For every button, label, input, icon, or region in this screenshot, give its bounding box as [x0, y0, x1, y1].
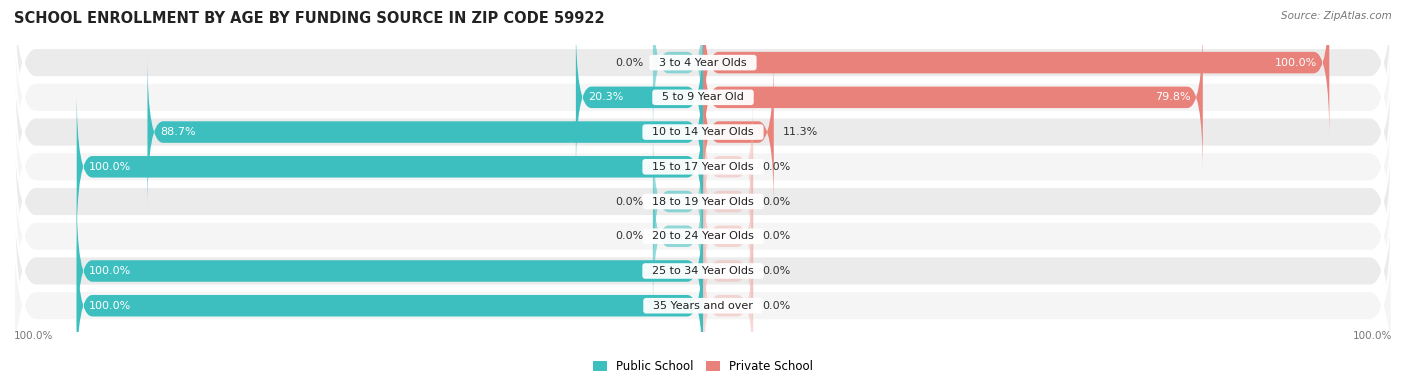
Text: 35 Years and over: 35 Years and over — [647, 301, 759, 311]
FancyBboxPatch shape — [14, 0, 1392, 170]
Text: 5 to 9 Year Old: 5 to 9 Year Old — [655, 92, 751, 102]
Text: 100.0%: 100.0% — [1274, 58, 1317, 67]
FancyBboxPatch shape — [652, 160, 703, 312]
Text: 79.8%: 79.8% — [1154, 92, 1191, 102]
Text: 20.3%: 20.3% — [588, 92, 624, 102]
Text: 18 to 19 Year Olds: 18 to 19 Year Olds — [645, 196, 761, 207]
Text: 0.0%: 0.0% — [762, 266, 790, 276]
FancyBboxPatch shape — [652, 126, 703, 277]
FancyBboxPatch shape — [652, 0, 703, 139]
Text: 15 to 17 Year Olds: 15 to 17 Year Olds — [645, 162, 761, 172]
FancyBboxPatch shape — [14, 199, 1392, 377]
FancyBboxPatch shape — [14, 25, 1392, 239]
Text: Source: ZipAtlas.com: Source: ZipAtlas.com — [1281, 11, 1392, 21]
FancyBboxPatch shape — [703, 91, 754, 243]
FancyBboxPatch shape — [703, 56, 773, 208]
FancyBboxPatch shape — [14, 0, 1392, 204]
Text: 0.0%: 0.0% — [762, 301, 790, 311]
FancyBboxPatch shape — [14, 60, 1392, 274]
Text: 88.7%: 88.7% — [160, 127, 195, 137]
Text: 100.0%: 100.0% — [89, 162, 132, 172]
FancyBboxPatch shape — [14, 129, 1392, 343]
Text: 0.0%: 0.0% — [762, 196, 790, 207]
FancyBboxPatch shape — [703, 160, 754, 312]
FancyBboxPatch shape — [576, 21, 703, 173]
FancyBboxPatch shape — [148, 56, 703, 208]
Text: 100.0%: 100.0% — [1353, 331, 1392, 341]
FancyBboxPatch shape — [77, 91, 703, 243]
FancyBboxPatch shape — [77, 230, 703, 377]
FancyBboxPatch shape — [14, 164, 1392, 377]
Text: 25 to 34 Year Olds: 25 to 34 Year Olds — [645, 266, 761, 276]
Text: 0.0%: 0.0% — [762, 162, 790, 172]
FancyBboxPatch shape — [703, 230, 754, 377]
Text: 100.0%: 100.0% — [89, 301, 132, 311]
Text: 100.0%: 100.0% — [14, 331, 53, 341]
Text: 20 to 24 Year Olds: 20 to 24 Year Olds — [645, 231, 761, 241]
FancyBboxPatch shape — [703, 0, 1329, 139]
Text: 3 to 4 Year Olds: 3 to 4 Year Olds — [652, 58, 754, 67]
Text: 11.3%: 11.3% — [783, 127, 818, 137]
Text: 0.0%: 0.0% — [616, 231, 644, 241]
FancyBboxPatch shape — [14, 95, 1392, 308]
Text: 100.0%: 100.0% — [89, 266, 132, 276]
FancyBboxPatch shape — [703, 195, 754, 347]
Text: 10 to 14 Year Olds: 10 to 14 Year Olds — [645, 127, 761, 137]
Text: SCHOOL ENROLLMENT BY AGE BY FUNDING SOURCE IN ZIP CODE 59922: SCHOOL ENROLLMENT BY AGE BY FUNDING SOUR… — [14, 11, 605, 26]
Legend: Public School, Private School: Public School, Private School — [588, 355, 818, 377]
Text: 0.0%: 0.0% — [616, 58, 644, 67]
FancyBboxPatch shape — [703, 21, 1202, 173]
Text: 0.0%: 0.0% — [616, 196, 644, 207]
FancyBboxPatch shape — [77, 195, 703, 347]
Text: 0.0%: 0.0% — [762, 231, 790, 241]
FancyBboxPatch shape — [703, 126, 754, 277]
